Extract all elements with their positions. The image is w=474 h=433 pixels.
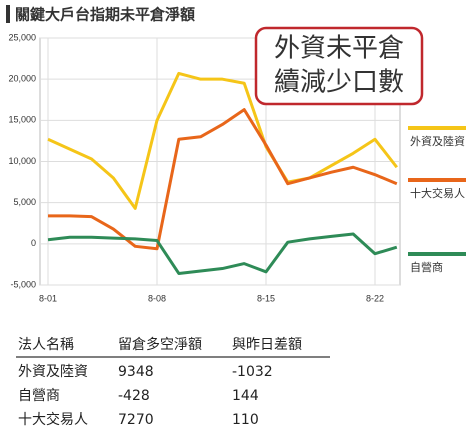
- series-line: [47, 232, 398, 275]
- table-cell: 外資及陸資: [18, 364, 88, 380]
- y-tick-label: 10,000: [8, 156, 36, 166]
- table-cell: 110: [232, 412, 259, 428]
- series-line: [47, 71, 398, 210]
- x-tick-label: 8-22: [366, 293, 384, 303]
- annotation: 續減少口數: [274, 68, 404, 98]
- legend-label: 十大交易人: [410, 186, 465, 200]
- table-cell: -428: [118, 388, 150, 404]
- x-tick-label: 8-08: [148, 293, 166, 303]
- x-tick-label: 8-01: [39, 293, 57, 303]
- table-header: 與昨日差額: [232, 337, 302, 353]
- x-tick-label: 8-15: [257, 293, 275, 303]
- table-cell: 十大交易人: [18, 411, 88, 428]
- table-header: 法人名稱: [18, 337, 74, 353]
- y-tick-label: 15,000: [8, 115, 36, 125]
- y-tick-label: 5,000: [13, 197, 36, 207]
- legend-swatch: [408, 178, 466, 182]
- annotation: 外資未平倉: [274, 34, 404, 64]
- y-tick-label: 0: [31, 238, 36, 248]
- y-tick-label: -5,000: [10, 279, 36, 289]
- series-line: [48, 108, 398, 251]
- table-cell: 9348: [118, 364, 154, 380]
- y-tick-label: 20,000: [8, 74, 36, 84]
- chart-title: 關鍵大戶台指期未平倉淨額: [15, 6, 195, 24]
- legend-swatch: [408, 252, 466, 256]
- table-cell: 自營商: [18, 388, 60, 404]
- legend-swatch: [408, 126, 466, 130]
- annotation-box: [254, 26, 424, 106]
- legend-label: 外資及陸資: [410, 135, 465, 148]
- table-header: 留倉多空淨額: [118, 336, 202, 353]
- y-tick-label: 25,000: [8, 32, 36, 42]
- table-cell: -1032: [232, 364, 273, 380]
- table-cell: 144: [232, 388, 259, 404]
- table-cell: 7270: [118, 412, 154, 428]
- title-bar: [6, 5, 10, 23]
- legend-label: 自營商: [410, 260, 443, 274]
